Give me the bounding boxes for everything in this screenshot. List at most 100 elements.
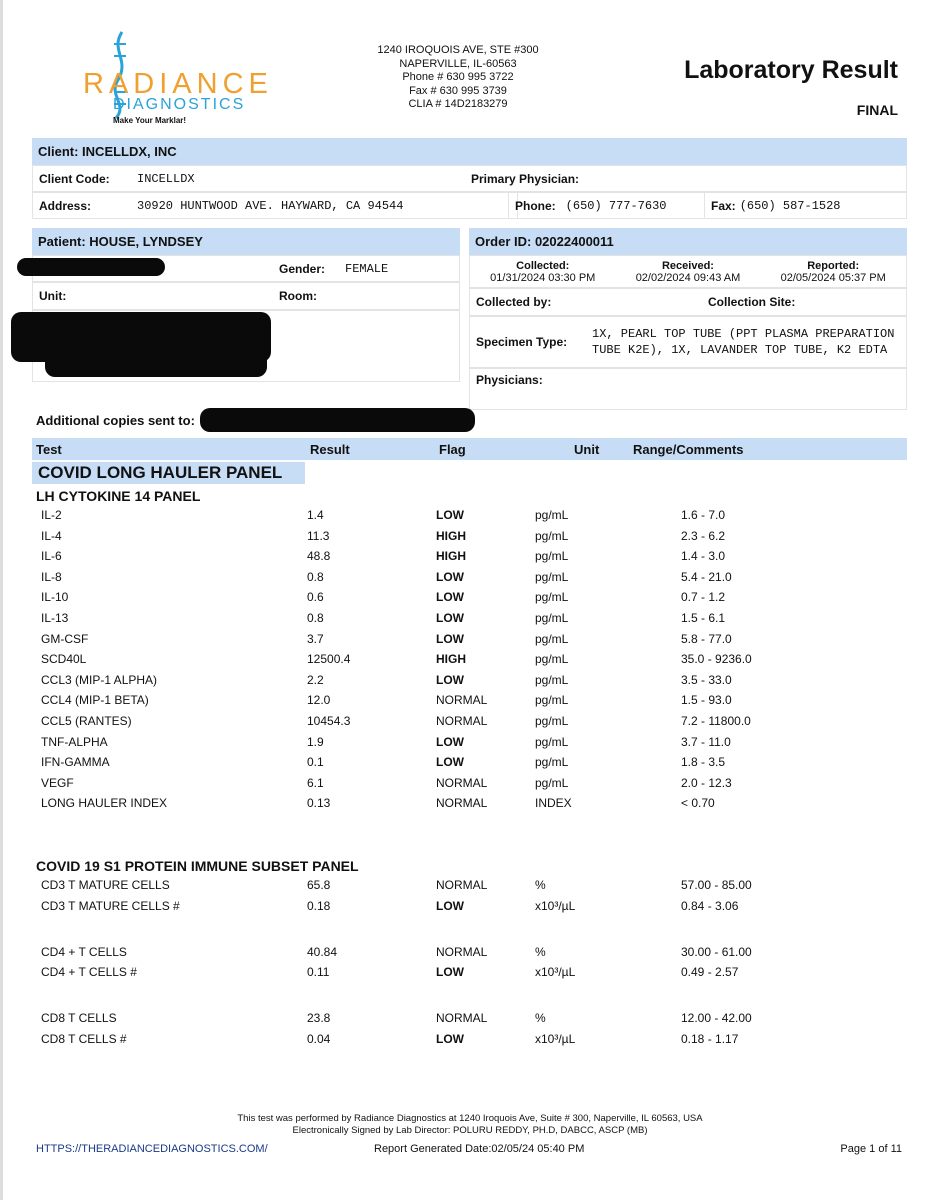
result-value: 0.11	[307, 965, 330, 980]
result-value: 0.1	[307, 755, 324, 770]
unit: pg/mL	[535, 755, 569, 770]
test-name: IL-8	[41, 569, 62, 584]
result-value: 1.9	[307, 734, 324, 749]
test-name: LONG HAULER INDEX	[41, 796, 168, 811]
test-name: CCL3 (MIP-1 ALPHA)	[41, 672, 158, 687]
range: 35.0 - 9236.0	[681, 652, 752, 667]
result-value: 10454.3	[307, 714, 351, 728]
result-value: 65.8	[307, 878, 331, 892]
range: 0.84 - 3.06	[681, 898, 739, 913]
test-name: CCL5 (RANTES)	[41, 714, 132, 728]
footer-note: This test was performed by Radiance Diag…	[237, 1113, 703, 1136]
result-value: 48.8	[307, 549, 331, 564]
result-value: 0.18	[307, 898, 331, 913]
result-row: IL-6 48.8 HIGH pg/mL 1.4 - 3.0	[41, 549, 901, 569]
test-name: VEGF	[41, 775, 74, 790]
range: 1.6 - 7.0	[681, 508, 726, 522]
result-value: 23.8	[307, 1011, 331, 1026]
result-row: LONG HAULER INDEX 0.13 NORMAL INDEX < 0.70	[41, 796, 901, 816]
unit: pg/mL	[535, 569, 569, 584]
test-name: CD3 T MATURE CELLS #	[41, 898, 180, 913]
range: < 0.70	[681, 796, 715, 811]
range: 1.5 - 93.0	[681, 693, 732, 708]
result-value: 0.04	[307, 1032, 331, 1046]
test-name: CD8 T CELLS	[41, 1011, 117, 1026]
range: 1.8 - 3.5	[681, 755, 726, 770]
result-row: CD4 + T CELLS 40.84 NORMAL% 30.00 - 61.00	[41, 945, 901, 965]
unit: x10³/µL	[535, 965, 576, 980]
result-row: CD8 T CELLS 23.8 NORMAL% 12.00 - 42.00	[41, 1011, 901, 1031]
test-name: CD3 T MATURE CELLS	[41, 878, 170, 892]
order-header: Order ID: 02022400011	[469, 228, 907, 255]
redaction-mark	[200, 408, 475, 432]
panel-title: COVID LONG HAULER PANEL	[32, 462, 305, 484]
unit: pg/mL	[535, 714, 569, 728]
flag: NORMAL	[436, 714, 488, 728]
unit: x10³/µL	[535, 1032, 576, 1046]
result-value: 12500.4	[307, 652, 351, 667]
unit: pg/mL	[535, 611, 569, 625]
range: 3.7 - 11.0	[681, 734, 731, 749]
range: 30.00 - 61.00	[681, 944, 752, 959]
result-row: CCL5 (RANTES) 10454.3 NORMAL pg/mL 7.2 - 118…	[41, 714, 901, 734]
page-number: Page 1 of 11	[840, 1143, 902, 1155]
range: 0.18 - 1.17	[681, 1032, 739, 1046]
flag: NORMAL	[436, 944, 488, 959]
result-row: IFN-GAMMA 0.1 LOW pg/mL 1.8 - 3.5	[41, 755, 901, 775]
lab-address: 1240 IROQUOIS AVE, STE #300 NAPERVILLE, …	[377, 44, 539, 110]
result-value: 6.1	[307, 775, 324, 790]
result-row: IL-13 0.8 LOW pg/mL 1.5 - 6.1	[41, 611, 901, 631]
range: 2.3 - 6.2	[681, 528, 726, 543]
test-name: SCD40L	[41, 652, 87, 667]
flag: LOW	[436, 611, 464, 625]
range: 1.4 - 3.0	[681, 549, 726, 564]
flag: LOW	[436, 508, 464, 522]
unit: pg/mL	[535, 652, 569, 667]
test-name: TNF-ALPHA	[41, 734, 108, 749]
range: 0.7 - 1.2	[681, 590, 726, 605]
flag: LOW	[436, 569, 464, 584]
test-name: IL-10	[41, 590, 69, 605]
unit: %	[535, 1011, 546, 1026]
test-name: CCL4 (MIP-1 BETA)	[41, 693, 149, 708]
test-name: GM-CSF	[41, 631, 89, 646]
unit: INDEX	[535, 796, 572, 811]
range: 5.4 - 21.0	[681, 569, 732, 584]
result-row: CD8 T CELLS # 0.04 LOW x10³/µL 0.18 - 1.17	[41, 1032, 901, 1052]
additional-copies-label: Additional copies sent to:	[36, 413, 195, 428]
unit: %	[535, 944, 546, 959]
flag: NORMAL	[436, 1011, 488, 1026]
test-name: IL-2	[41, 508, 62, 522]
report-generated-date: Report Generated Date:02/05/24 05:40 PM	[374, 1143, 585, 1155]
range: 57.00 - 85.00	[681, 878, 752, 892]
flag: NORMAL	[436, 693, 488, 708]
test-name: IFN-GAMMA	[41, 755, 110, 770]
flag: LOW	[436, 965, 464, 980]
range: 2.0 - 12.3	[681, 775, 732, 790]
radiance-logo: RADIANCE DIAGNOSTICS Make Your Marklar!	[83, 30, 283, 125]
website-link[interactable]: HTTPS://THERADIANCEDIAGNOSTICS.COM/	[36, 1143, 268, 1155]
flag: LOW	[436, 590, 464, 605]
flag: LOW	[436, 672, 464, 687]
client-header: Client: INCELLDX, INC	[32, 138, 907, 165]
patient-id-row: Gender: FEMALE	[32, 255, 460, 282]
unit: pg/mL	[535, 672, 569, 687]
result-value: 3.7	[307, 631, 324, 646]
flag: HIGH	[436, 549, 466, 564]
flag: HIGH	[436, 528, 466, 543]
patient-unit-row: Unit: Room:	[32, 282, 460, 310]
result-row: IL-8 0.8 LOW pg/mL 5.4 - 21.0	[41, 570, 901, 590]
flag: NORMAL	[436, 878, 488, 892]
order-physicians: Physicians:	[469, 368, 907, 410]
unit: pg/mL	[535, 775, 569, 790]
section-title: COVID 19 S1 PROTEIN IMMUNE SUBSET PANEL	[36, 858, 359, 874]
result-row: IL-4 11.3 HIGH pg/mL 2.3 - 6.2	[41, 529, 901, 549]
result-value: 1.4	[307, 508, 324, 522]
order-specimen: Specimen Type: 1X, PEARL TOP TUBE (PPT P…	[469, 316, 907, 368]
flag: LOW	[436, 755, 464, 770]
flag: LOW	[436, 898, 464, 913]
range: 7.2 - 11800.0	[681, 714, 751, 728]
redaction-mark	[45, 345, 267, 377]
result-value: 0.13	[307, 796, 331, 811]
result-row: IL-2 1.4 LOW pg/mL 1.6 - 7.0	[41, 508, 901, 528]
